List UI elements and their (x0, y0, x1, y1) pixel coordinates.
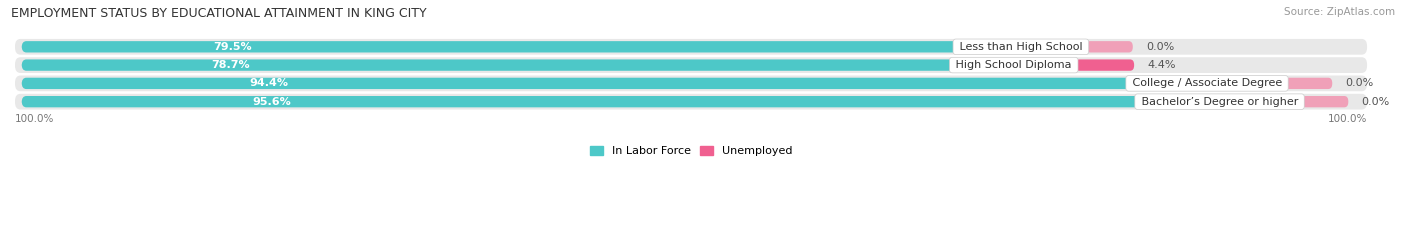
Text: Less than High School: Less than High School (956, 42, 1085, 52)
FancyBboxPatch shape (15, 57, 1367, 73)
Text: 94.4%: 94.4% (249, 78, 288, 88)
FancyBboxPatch shape (21, 41, 1085, 52)
Text: Bachelor’s Degree or higher: Bachelor’s Degree or higher (1137, 97, 1302, 107)
FancyBboxPatch shape (1085, 41, 1133, 52)
Text: 100.0%: 100.0% (15, 114, 55, 124)
Text: College / Associate Degree: College / Associate Degree (1129, 78, 1285, 88)
Text: Source: ZipAtlas.com: Source: ZipAtlas.com (1284, 7, 1395, 17)
FancyBboxPatch shape (15, 94, 1367, 110)
FancyBboxPatch shape (1302, 96, 1348, 107)
FancyBboxPatch shape (21, 96, 1302, 107)
Text: 79.5%: 79.5% (214, 42, 252, 52)
Text: 0.0%: 0.0% (1146, 42, 1174, 52)
FancyBboxPatch shape (1285, 78, 1333, 89)
Text: 95.6%: 95.6% (252, 97, 291, 107)
Text: High School Diploma: High School Diploma (952, 60, 1076, 70)
Text: EMPLOYMENT STATUS BY EDUCATIONAL ATTAINMENT IN KING CITY: EMPLOYMENT STATUS BY EDUCATIONAL ATTAINM… (11, 7, 427, 20)
Text: 78.7%: 78.7% (211, 60, 250, 70)
Text: 4.4%: 4.4% (1147, 60, 1175, 70)
Text: 0.0%: 0.0% (1361, 97, 1391, 107)
FancyBboxPatch shape (15, 75, 1367, 91)
FancyBboxPatch shape (21, 78, 1285, 89)
FancyBboxPatch shape (1076, 59, 1135, 71)
Legend: In Labor Force, Unemployed: In Labor Force, Unemployed (589, 146, 793, 156)
Text: 100.0%: 100.0% (1327, 114, 1367, 124)
FancyBboxPatch shape (15, 39, 1367, 55)
Text: 0.0%: 0.0% (1346, 78, 1374, 88)
FancyBboxPatch shape (21, 59, 1076, 71)
